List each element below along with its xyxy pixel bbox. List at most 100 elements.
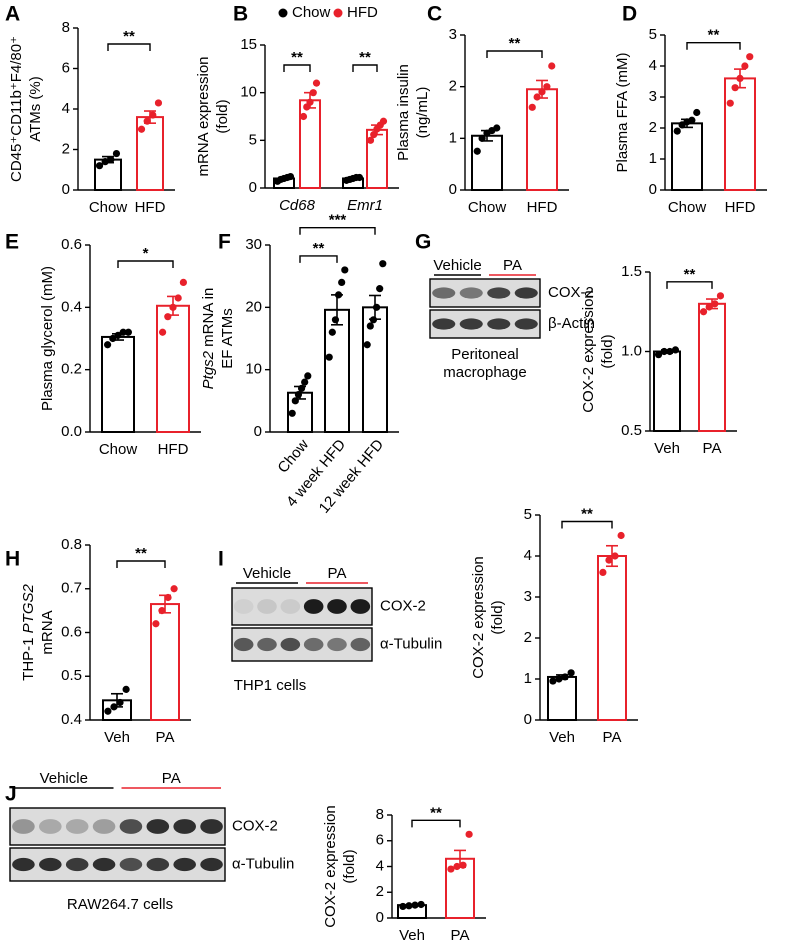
significance-bracket [283, 64, 311, 72]
data-point [533, 93, 541, 101]
y-tick-label: 3 [449, 26, 457, 43]
significance-label: ** [509, 35, 521, 52]
data-point [411, 901, 419, 909]
y-tick-label: 5 [524, 506, 532, 523]
blot-band [432, 287, 456, 299]
data-point [372, 303, 381, 311]
y-tick-label: 8 [376, 806, 384, 823]
blot-band [257, 599, 277, 614]
blot-band [350, 599, 371, 614]
x-tick-label: HFD [135, 199, 166, 216]
data-point [154, 99, 163, 107]
y-tick-label: 0.2 [61, 361, 82, 378]
y-axis-label-part: ATMs (%) [27, 76, 44, 142]
bar [653, 350, 681, 432]
panel-label: J [5, 783, 17, 806]
y-tick-label: 0 [376, 909, 384, 926]
y-axis-label-part: (fold) [489, 600, 506, 634]
bar [724, 77, 756, 191]
y-axis-label: COX-2 expression [470, 556, 487, 679]
data-point [726, 99, 734, 107]
y-tick-label: 0.6 [61, 623, 82, 640]
data-point [611, 552, 619, 560]
data-point [304, 372, 312, 380]
data-point [370, 131, 378, 139]
y-axis-label: (fold) [341, 849, 358, 883]
data-point [459, 861, 467, 869]
blot-membrane [231, 627, 373, 662]
y-tick-label: 10 [245, 361, 262, 378]
data-point [379, 117, 388, 125]
data-point [299, 112, 308, 121]
significance-label: ** [708, 27, 720, 44]
blot-caption: THP1 cells [234, 677, 307, 694]
blot-caption: RAW264.7 cells [67, 896, 173, 913]
y-tick-label: 2 [524, 629, 532, 646]
bar [324, 308, 350, 433]
y-axis-label-part: (fold) [214, 99, 231, 133]
blot-band [327, 637, 347, 652]
y-tick-label: 1.0 [621, 342, 642, 359]
data-point [334, 291, 343, 299]
blot-group-label: PA [328, 565, 347, 582]
y-axis-label: Plasma glycerol (mM) [39, 266, 56, 411]
data-point [605, 556, 613, 564]
data-point [286, 172, 295, 181]
data-point [555, 675, 563, 683]
significance-bracket [352, 64, 378, 72]
data-point [711, 300, 719, 308]
y-axis-label-part: (fold) [599, 334, 616, 368]
y-axis-label-part: mRNA in [200, 288, 217, 351]
y-tick-label: 20 [245, 298, 262, 315]
significance-bracket [299, 227, 376, 235]
data-point [294, 391, 303, 399]
y-tick-label: 10 [240, 84, 257, 101]
y-axis-label: (fold) [599, 334, 616, 368]
panel-label: E [5, 231, 19, 254]
data-point [164, 313, 172, 321]
blot-band [280, 637, 301, 652]
y-tick-label: 5 [649, 26, 657, 43]
blot-band [200, 819, 223, 834]
data-point [736, 74, 744, 82]
y-tick-label: 0.6 [61, 236, 82, 253]
y-axis-label: ATMs (%) [27, 76, 44, 142]
x-tick-label: PA [451, 927, 470, 941]
blot-band-label: α-Tubulin [380, 635, 442, 652]
blot-band [146, 857, 170, 872]
blot-band-label: COX-2 [548, 284, 594, 301]
blot-band [514, 318, 538, 330]
y-axis-label-part: (fold) [341, 849, 358, 883]
data-point [159, 328, 167, 336]
x-tick-label: Veh [399, 927, 425, 941]
x-tick-label: PA [156, 729, 175, 746]
y-tick-label: 0.4 [61, 711, 82, 728]
data-point [617, 531, 625, 540]
data-point [447, 865, 455, 873]
y-tick-label: 0.8 [61, 536, 82, 553]
bar [156, 304, 190, 433]
y-axis-label: Ptgs2 mRNA in [200, 288, 217, 390]
significance-label: ** [684, 266, 696, 283]
significance-bracket [561, 520, 613, 529]
data-point [297, 384, 306, 392]
y-tick-label: 0 [254, 423, 262, 440]
data-point [549, 677, 557, 685]
y-axis-label-part: (ng/mL) [414, 87, 431, 139]
data-point [666, 347, 674, 356]
y-axis-label-part: mRNA [39, 610, 56, 654]
y-tick-label: 0 [449, 181, 457, 198]
significance-label: *** [329, 212, 347, 229]
data-point [654, 351, 663, 359]
y-axis-label-part: Plasma glycerol (mM) [39, 266, 56, 411]
y-axis-label: Plasma insulin [395, 64, 412, 161]
blot-band [257, 637, 277, 652]
y-axis-label: (fold) [489, 600, 506, 634]
y-axis-label: mRNA [39, 610, 56, 654]
blot-band [173, 819, 196, 834]
y-tick-label: 6 [376, 832, 384, 849]
data-point [325, 353, 333, 361]
x-tick-label: PA [703, 440, 722, 457]
blot-band [65, 819, 89, 834]
